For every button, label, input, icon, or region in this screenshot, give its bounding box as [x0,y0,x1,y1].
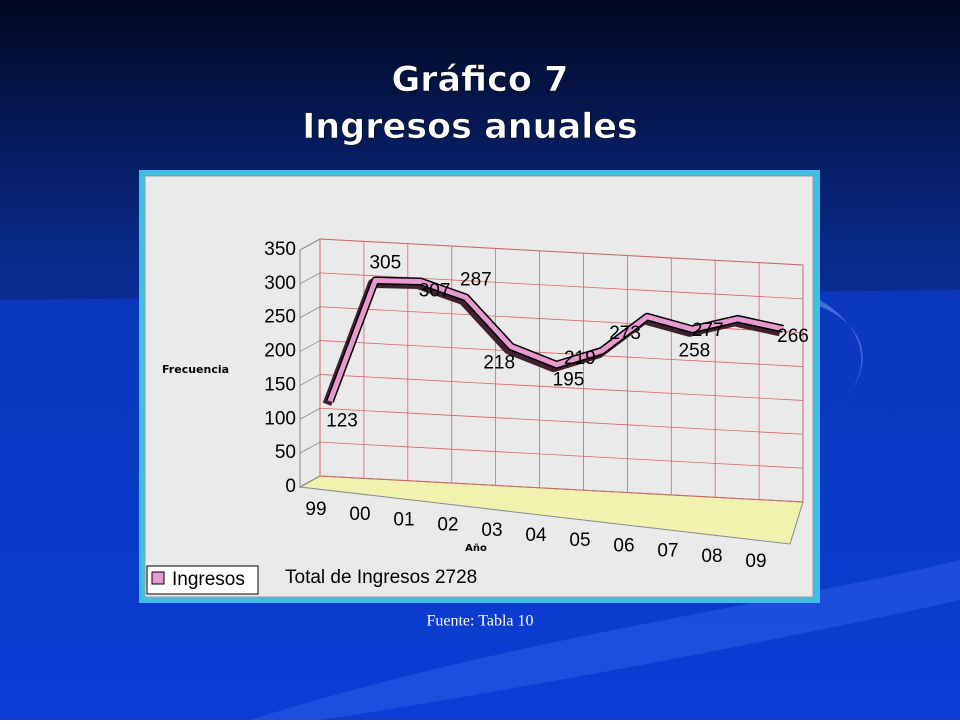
value-label: 258 [679,340,711,361]
value-label: 307 [419,281,451,302]
value-label: 219 [564,348,596,369]
x-tick-label: 02 [437,515,458,536]
annotation: Total de Ingresos 2728 [285,567,477,588]
value-label: 195 [553,370,585,391]
y-tick-label: 250 [264,307,296,328]
x-axis-label: Año [465,543,487,554]
x-tick-label: 08 [701,546,722,567]
source: Fuente: Tabla 10 [426,613,533,630]
tick-mark [299,272,321,285]
tick-mark [299,306,321,319]
tick-mark [299,441,321,454]
y-tick-label: 100 [264,408,296,429]
y-tick-label: 50 [275,442,296,463]
line-series [327,277,784,403]
x-tick-label: 07 [657,541,678,562]
legend-label: Ingresos [172,569,245,590]
x-tick-label: 00 [349,504,370,525]
y-tick-label: 150 [264,374,296,395]
y-axis-label: Frecuencia [162,363,229,376]
x-tick-label: 04 [525,525,547,546]
legend-swatch [151,571,165,585]
value-label: 305 [369,252,401,273]
legend-box [146,565,259,595]
grid-line [319,407,804,435]
tick-mark [299,407,321,420]
x-tick-label: 09 [745,551,766,572]
x-tick-label: 05 [569,530,590,551]
y-tick-label: 0 [285,476,296,497]
title: Gráfico 7 [392,60,569,100]
value-label: 277 [692,320,724,341]
value-label: 266 [777,326,809,347]
value-label: 273 [609,323,641,344]
title: Ingresos anuales [302,107,638,147]
grid-line [319,374,804,401]
x-tick-label: 01 [393,509,414,530]
tick-mark [299,475,321,488]
x-tick-label: 03 [481,520,502,541]
value-label: 123 [326,410,358,431]
x-tick-label: 99 [305,499,326,520]
y-tick-label: 300 [264,273,296,294]
tick-mark [299,340,321,352]
grid-line [319,441,804,469]
grid-line [319,340,804,367]
value-label: 218 [483,353,515,374]
y-tick-label: 200 [264,341,296,362]
value-label: 287 [460,270,492,291]
tick-mark [299,238,321,251]
grid-line [319,238,804,266]
x-tick-label: 06 [613,535,634,556]
y-tick-label: 350 [264,239,296,260]
tick-mark [299,374,321,386]
grid-line [319,475,804,503]
